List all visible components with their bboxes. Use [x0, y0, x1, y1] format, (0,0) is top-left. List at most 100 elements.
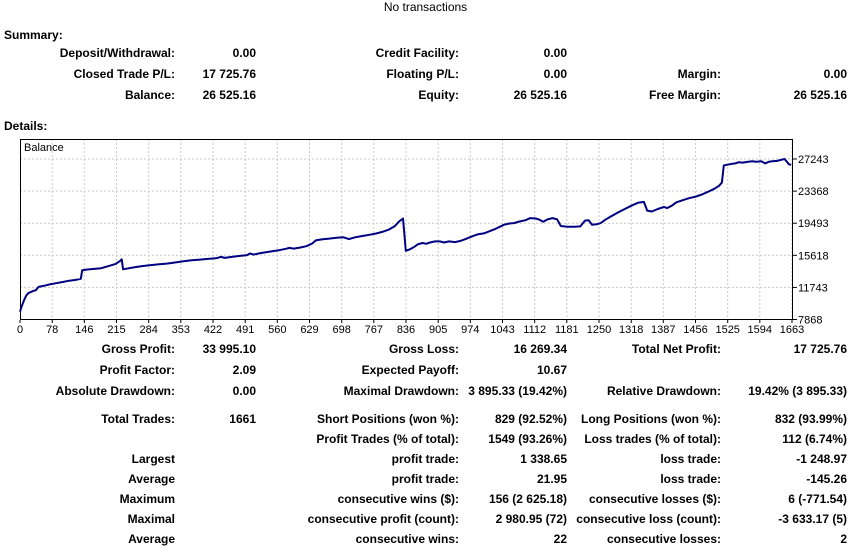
stat-value: -1 248.97 [796, 452, 847, 466]
stat-row: Gross Profit: 33 995.10 Gross Loss: 16 269.… [0, 342, 851, 358]
stat-label: Long Positions (won %): [581, 412, 721, 426]
stat-value: 829 (92.52%) [494, 412, 567, 426]
stat-label: Expected Payoff: [361, 363, 459, 377]
stat-label: Largest [131, 452, 175, 466]
summary-label: Deposit/Withdrawal: [59, 46, 175, 60]
stat-label: Short Positions (won %): [317, 412, 459, 426]
stat-label: Loss trades (% of total): [584, 432, 721, 446]
chart-series-label: Balance [24, 142, 64, 154]
x-axis-tick-label: 767 [365, 324, 383, 336]
stat-label: Absolute Drawdown: [55, 384, 175, 398]
stat-value: 832 (93.99%) [774, 412, 847, 426]
y-axis-tick-label: 19493 [798, 218, 829, 230]
stat-value: 19.42% (3 895.33) [748, 384, 847, 398]
x-axis-tick-label: 1112 [523, 324, 546, 336]
x-axis-tick-label: 353 [172, 324, 190, 336]
summary-row: Deposit/Withdrawal: 0.00 Credit Facility: 0… [0, 46, 851, 62]
x-axis-tick-label: 1043 [490, 324, 514, 336]
stat-label: Maximal Drawdown: [343, 384, 459, 398]
stat-label: consecutive wins ($): [337, 492, 459, 506]
summary-label: Free Margin: [648, 88, 721, 102]
x-axis-tick-label: 215 [107, 324, 125, 336]
x-axis-tick-label: 629 [300, 324, 318, 336]
summary-label: Balance: [124, 88, 175, 102]
summary-value: 17 725.76 [202, 67, 256, 81]
summary-value: 0.00 [543, 67, 567, 81]
stat-value: 0.00 [232, 384, 256, 398]
summary-value: 26 525.16 [202, 88, 256, 102]
x-axis-tick-label: 560 [268, 324, 286, 336]
summary-label: Credit Facility: [375, 46, 459, 60]
summary-label: Floating P/L: [386, 67, 459, 81]
stat-label: Average [128, 472, 175, 486]
stat-label: consecutive losses ($): [588, 492, 721, 506]
stat-label: consecutive losses: [606, 532, 721, 546]
y-axis-tick-label: 27243 [798, 154, 829, 166]
stat-value: 156 (2 625.18) [488, 492, 567, 506]
summary-label: Equity: [418, 88, 459, 102]
stat-value: -3 633.17 (5) [778, 512, 847, 526]
stat-value: 3 895.33 (19.42%) [468, 384, 567, 398]
x-axis-tick-label: 1525 [715, 324, 739, 336]
x-axis-tick-label: 905 [429, 324, 447, 336]
stat-row: Maximum consecutive wins ($): 156 (2 625.1… [0, 492, 851, 508]
x-axis-tick-label: 146 [75, 324, 93, 336]
y-axis-tick-label: 15618 [798, 250, 829, 262]
summary-label: Margin: [677, 67, 721, 81]
details-heading: Details: [4, 119, 48, 133]
stat-row: Largest profit trade: 1 338.65 loss trade: -… [0, 452, 851, 468]
stat-row: Profit Factor: 2.09 Expected Payoff: 10.67 [0, 363, 851, 379]
stat-value: 22 [553, 532, 567, 546]
stat-label: profit trade: [391, 472, 459, 486]
chart-border [20, 139, 793, 320]
stat-row: Average consecutive wins: 22 consecutive lo… [0, 532, 851, 548]
stat-value: 16 269.34 [513, 342, 567, 356]
stat-label: consecutive profit (count): [307, 512, 459, 526]
x-axis-tick-label: 1387 [651, 324, 675, 336]
summary-value: 0.00 [232, 46, 256, 60]
y-axis-tick-label: 11743 [798, 282, 828, 294]
stat-value: 10.67 [536, 363, 567, 377]
stat-value: 2 [840, 532, 847, 546]
stat-label: consecutive wins: [355, 532, 459, 546]
stat-value: 1 338.65 [520, 452, 567, 466]
stat-value: 1549 (93.26%) [488, 432, 567, 446]
stat-label: Total Net Profit: [631, 342, 721, 356]
stat-value: 2.09 [232, 363, 256, 377]
x-axis-tick-label: 284 [140, 324, 158, 336]
y-axis-tick-label: 23368 [798, 186, 829, 198]
stat-row: Total Trades: 1661 Short Positions (won %)… [0, 412, 851, 428]
balance-chart: 0 78 146 215 284 353 422 491 560 629 698 767 836 905 9… [17, 139, 829, 336]
stat-value: 112 (6.74%) [782, 432, 847, 446]
x-axis-tick-label: 1318 [619, 324, 643, 336]
stat-label: Gross Profit: [101, 342, 175, 356]
stat-label: Maximum [119, 492, 175, 506]
summary-row: Closed Trade P/L: 17 725.76 Floating P/L: 0… [0, 67, 851, 83]
stat-value: 1661 [229, 412, 256, 426]
summary-heading: Summary: [4, 28, 63, 42]
stat-value: 21.95 [536, 472, 567, 486]
stat-label: Relative Drawdown: [606, 384, 721, 398]
stat-value: 17 725.76 [793, 342, 847, 356]
x-axis-tick-label: 1594 [748, 324, 772, 336]
summary-value: 26 525.16 [513, 88, 567, 102]
summary-value: 26 525.16 [793, 88, 847, 102]
stat-row: Maximal consecutive profit (count): 2 980.… [0, 512, 851, 528]
x-axis-tick-label: 0 [17, 324, 23, 336]
summary-value: 0.00 [823, 67, 847, 81]
x-axis-tick-label: 422 [204, 324, 222, 336]
x-axis-tick-label: 974 [461, 324, 479, 336]
stat-value: 33 995.10 [202, 342, 256, 356]
stat-label: Maximal [127, 512, 175, 526]
summary-row: Balance: 26 525.16 Equity: 26 525.16 Free Ma… [0, 88, 851, 104]
x-axis-tick-label: 1181 [555, 324, 579, 336]
stat-label: Gross Loss: [388, 342, 459, 356]
stat-label: Profit Trades (% of total): [316, 432, 459, 446]
stat-label: Average [128, 532, 175, 546]
x-axis-tick-label: 698 [333, 324, 351, 336]
stat-label: profit trade: [391, 452, 459, 466]
report-title: No transactions [383, 0, 468, 14]
balance-line-series [19, 158, 792, 313]
stat-label: consecutive loss (count): [576, 512, 721, 526]
